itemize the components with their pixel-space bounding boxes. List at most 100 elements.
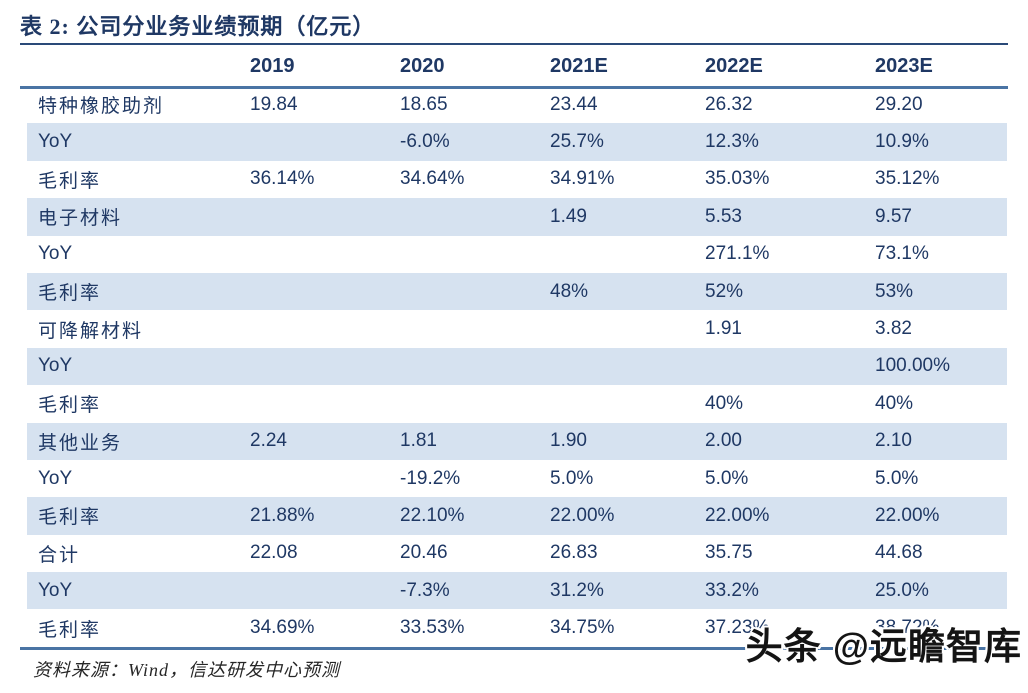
- table-row: YoY -7.3% 31.2% 33.2% 25.0%: [27, 572, 1007, 610]
- cell-value: 10.9%: [875, 131, 929, 153]
- cell-value: 36.14%: [250, 168, 315, 190]
- cell-value: 20.46: [400, 542, 448, 564]
- cell-value: 31.2%: [550, 579, 604, 601]
- column-header: 2023E: [870, 46, 1007, 86]
- cell-value: [545, 236, 700, 273]
- table-title: 表 2: 公司分业务业绩预期（亿元）: [20, 14, 376, 39]
- row-label: YoY: [38, 355, 73, 377]
- table-row: 电子材料 1.49 5.53 9.57: [27, 198, 1007, 236]
- cell-value: [245, 310, 395, 347]
- row-label: YoY: [38, 579, 73, 601]
- cell-value: 35.12%: [875, 168, 940, 190]
- cell-value: 5.0%: [875, 467, 919, 489]
- cell-value: -7.3%: [400, 579, 450, 601]
- row-label: 毛利率: [38, 619, 102, 641]
- cell-value: [245, 236, 395, 273]
- cell-value: 9.57: [875, 205, 912, 227]
- row-label: 毛利率: [38, 507, 102, 529]
- row-label: YoY: [38, 131, 73, 153]
- cell-value: [245, 123, 395, 160]
- cell-value: 22.10%: [400, 504, 465, 526]
- cell-value: 40%: [705, 392, 744, 414]
- cell-value: 2.10: [875, 430, 912, 452]
- cell-value: 26.32: [705, 93, 753, 115]
- column-header-blank: [27, 46, 245, 86]
- table-row: 毛利率 34.69% 33.53% 34.75% 37.23% 38.72%: [27, 609, 1007, 646]
- cell-value: [395, 273, 545, 310]
- cell-value: 73.1%: [875, 243, 929, 265]
- cell-value: [395, 236, 545, 273]
- watermark: 头条 @远瞻智库: [745, 626, 1022, 667]
- cell-value: 3.82: [875, 318, 912, 340]
- cell-value: 2.00: [705, 430, 742, 452]
- header-divider-line: [20, 86, 1008, 89]
- row-label: YoY: [38, 467, 73, 489]
- cell-value: [245, 572, 395, 609]
- row-label: 可降解材料: [38, 320, 144, 342]
- cell-value: 22.00%: [875, 504, 940, 526]
- cell-value: 5.0%: [705, 467, 749, 489]
- table-row: YoY -19.2% 5.0% 5.0% 5.0%: [27, 460, 1007, 497]
- cell-value: -19.2%: [400, 467, 461, 489]
- cell-value: [245, 348, 395, 385]
- table-row: YoY -6.0% 25.7% 12.3% 10.9%: [27, 123, 1007, 161]
- cell-value: 2.24: [250, 430, 287, 452]
- table-row: 毛利率 21.88% 22.10% 22.00% 22.00% 22.00%: [27, 497, 1007, 535]
- cell-value: 52%: [705, 280, 744, 302]
- table-row: YoY 271.1% 73.1%: [27, 236, 1007, 273]
- cell-value: [395, 198, 545, 235]
- table-row: 毛利率 40% 40%: [27, 385, 1007, 422]
- cell-value: 5.0%: [550, 467, 594, 489]
- cell-value: 5.53: [705, 205, 742, 227]
- cell-value: [545, 348, 700, 385]
- cell-value: [245, 460, 395, 497]
- cell-value: 1.90: [550, 430, 587, 452]
- cell-value: [245, 273, 395, 310]
- cell-value: 35.03%: [705, 168, 770, 190]
- cell-value: -6.0%: [400, 131, 450, 153]
- row-label: 合计: [38, 544, 81, 566]
- table-row: 毛利率 36.14% 34.64% 34.91% 35.03% 35.12%: [27, 161, 1007, 198]
- cell-value: 44.68: [875, 542, 923, 564]
- cell-value: 34.75%: [550, 617, 615, 639]
- cell-value: 1.49: [550, 205, 587, 227]
- cell-value: [395, 310, 545, 347]
- table-row: 毛利率 48% 52% 53%: [27, 272, 1007, 311]
- source-note: 资料来源：Wind，信达研发中心预测: [33, 660, 341, 680]
- cell-value: 18.65: [400, 93, 448, 115]
- row-label: 其他业务: [38, 432, 123, 454]
- cell-value: 25.7%: [550, 131, 604, 153]
- cell-value: 19.84: [250, 93, 298, 115]
- table-row: 其他业务 2.24 1.81 1.90 2.00 2.10: [27, 422, 1007, 460]
- cell-value: 34.69%: [250, 617, 315, 639]
- column-header: 2022E: [700, 46, 870, 86]
- cell-value: 34.91%: [550, 168, 615, 190]
- column-header: 2021E: [545, 46, 700, 86]
- cell-value: 25.0%: [875, 579, 929, 601]
- cell-value: 53%: [875, 280, 914, 302]
- row-label: 特种橡胶助剂: [38, 96, 165, 118]
- cell-value: 22.08: [250, 542, 298, 564]
- cell-value: [395, 385, 545, 422]
- cell-value: 40%: [875, 392, 914, 414]
- cell-value: 12.3%: [705, 131, 759, 153]
- row-label: 电子材料: [38, 208, 123, 230]
- cell-value: 23.44: [550, 93, 598, 115]
- row-label: 毛利率: [38, 395, 102, 417]
- cell-value: 33.2%: [705, 579, 759, 601]
- cell-value: [245, 385, 395, 422]
- cell-value: 26.83: [550, 542, 598, 564]
- column-header: 2019: [245, 46, 395, 86]
- cell-value: 48%: [550, 280, 589, 302]
- table-row: YoY 100.00%: [27, 347, 1007, 386]
- column-header: 2020: [395, 46, 545, 86]
- row-label: YoY: [38, 243, 73, 265]
- cell-value: 1.81: [400, 430, 437, 452]
- cell-value: [245, 198, 395, 235]
- cell-value: 35.75: [705, 542, 753, 564]
- cell-value: 21.88%: [250, 504, 315, 526]
- cell-value: 34.64%: [400, 168, 465, 190]
- cell-value: [545, 310, 700, 347]
- cell-value: [700, 348, 870, 385]
